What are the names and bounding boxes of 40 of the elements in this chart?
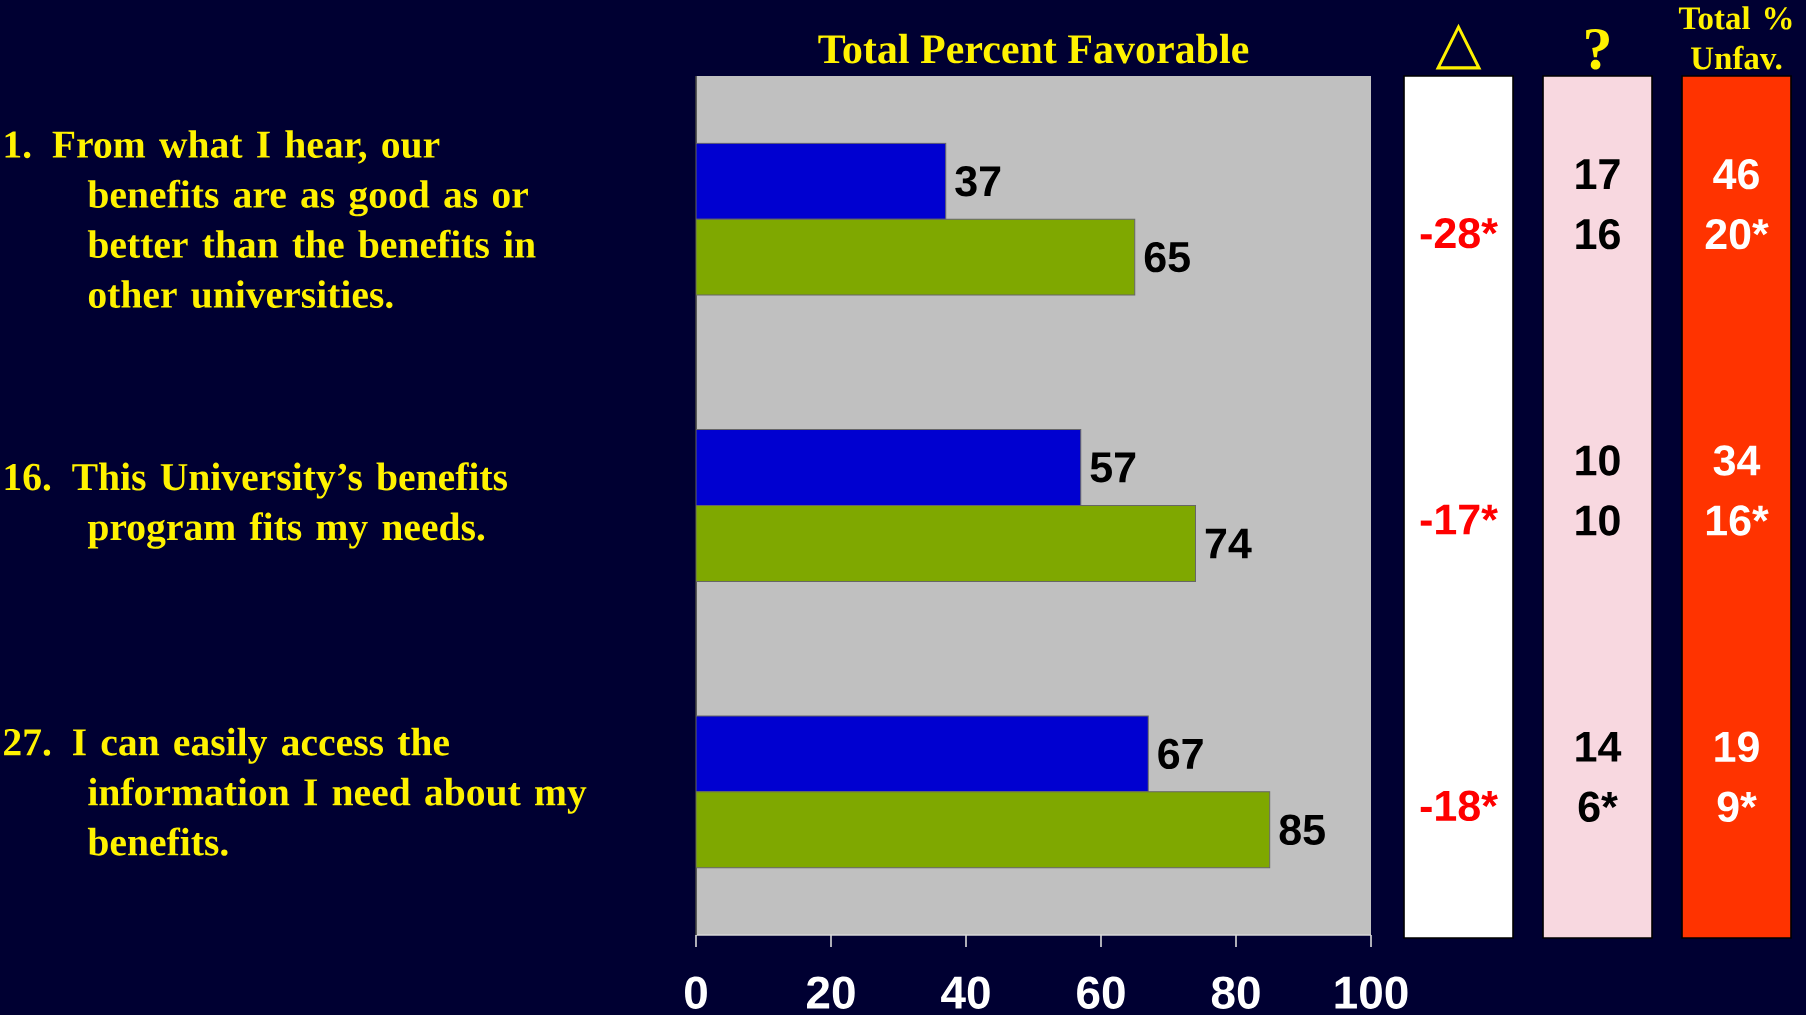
bar [696, 791, 1271, 869]
data-label: 65 [1144, 241, 1190, 273]
data-label: 37 [955, 165, 1001, 197]
bar [696, 429, 1082, 506]
text: 20* [1705, 218, 1769, 250]
text: -17* [1420, 504, 1498, 535]
bar [696, 715, 1149, 793]
text: 16 [1576, 218, 1620, 250]
text: Total % Unfav. [1678, 6, 1792, 70]
x-tick-label: 80 [1211, 976, 1260, 1009]
x-tick-label: 20 [807, 976, 855, 1009]
x-tick-label: 60 [1077, 976, 1125, 1009]
y-tick-label: 27. I can easily access the information I need about my benefits. [4, 727, 587, 856]
text: 10 [1576, 505, 1620, 536]
text: 6* [1578, 791, 1618, 823]
bar [696, 504, 1196, 582]
data-label: 57 [1090, 452, 1136, 483]
chart-title: Total Percent Favorable [818, 33, 1249, 64]
bar [696, 218, 1136, 296]
x-tick-label: 40 [941, 976, 990, 1009]
text: △ [1435, 23, 1482, 70]
x-tick-label: 0 [685, 976, 707, 1009]
text: 14 [1576, 732, 1622, 762]
data-label: 85 [1279, 814, 1325, 845]
data-label: 67 [1158, 738, 1203, 770]
text: 46 [1713, 158, 1759, 190]
x-tick-label: 100 [1335, 976, 1408, 1009]
text: 10 [1576, 445, 1620, 476]
bar [696, 142, 947, 220]
text: 16* [1706, 505, 1769, 536]
y-tick-label: 1. From what I hear, our benefits are as good as or better than the benefits in other universities. [5, 130, 536, 309]
text: 19 [1715, 731, 1759, 763]
text: 17 [1576, 159, 1620, 189]
text: 34 [1713, 445, 1761, 476]
text: -18* [1420, 790, 1498, 822]
text: 9* [1717, 791, 1757, 823]
text: -28* [1420, 217, 1498, 249]
data-label: 74 [1205, 528, 1252, 559]
text: ? [1586, 28, 1609, 70]
y-tick-label: 16. This University’s benefits program fits my needs. [5, 462, 508, 549]
